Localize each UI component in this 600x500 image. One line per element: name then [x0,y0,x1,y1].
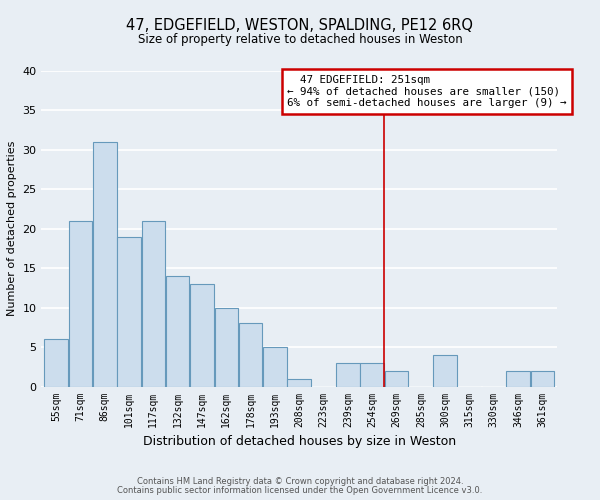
Bar [433,355,457,386]
Bar [93,142,116,386]
Bar [287,378,311,386]
Bar [239,324,262,386]
Bar [530,371,554,386]
Bar [385,371,409,386]
Text: 47 EDGEFIELD: 251sqm
← 94% of detached houses are smaller (150)
6% of semi-detac: 47 EDGEFIELD: 251sqm ← 94% of detached h… [287,75,566,108]
Text: Size of property relative to detached houses in Weston: Size of property relative to detached ho… [137,32,463,46]
Text: 47, EDGEFIELD, WESTON, SPALDING, PE12 6RQ: 47, EDGEFIELD, WESTON, SPALDING, PE12 6R… [127,18,473,32]
Bar [336,363,359,386]
Bar [215,308,238,386]
X-axis label: Distribution of detached houses by size in Weston: Distribution of detached houses by size … [143,435,456,448]
Bar [506,371,530,386]
Text: Contains HM Land Registry data © Crown copyright and database right 2024.: Contains HM Land Registry data © Crown c… [137,477,463,486]
Bar [263,347,287,387]
Bar [361,363,384,386]
Bar [44,340,68,386]
Text: Contains public sector information licensed under the Open Government Licence v3: Contains public sector information licen… [118,486,482,495]
Y-axis label: Number of detached properties: Number of detached properties [7,141,17,316]
Bar [142,221,165,386]
Bar [190,284,214,386]
Bar [68,221,92,386]
Bar [166,276,190,386]
Bar [117,236,141,386]
